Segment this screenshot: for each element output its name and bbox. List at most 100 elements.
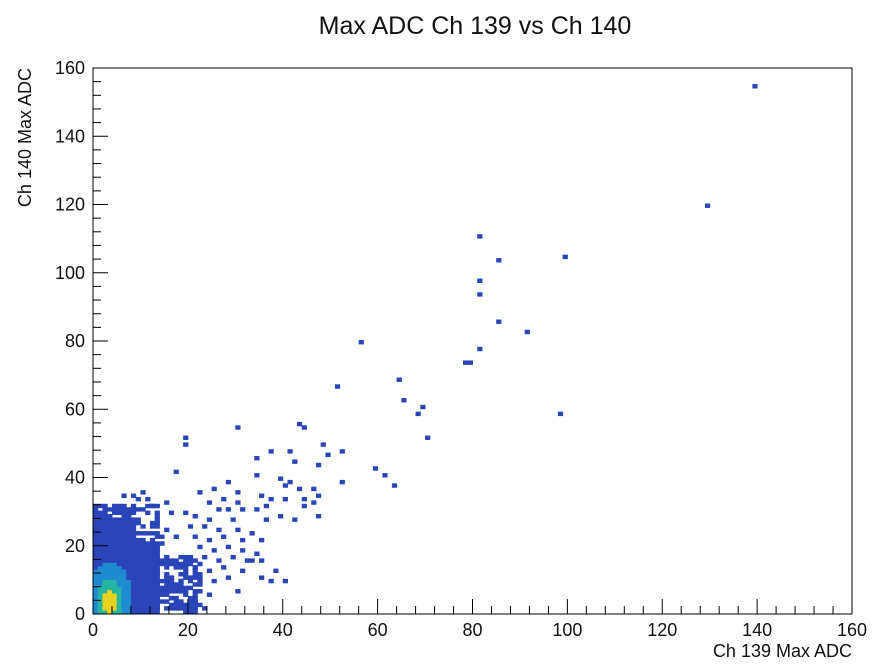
data-cell <box>164 561 170 567</box>
data-cell <box>149 572 156 577</box>
data-point <box>173 606 179 611</box>
data-cell <box>107 599 113 604</box>
data-cell <box>164 558 170 563</box>
data-cell <box>126 510 132 516</box>
data-cell <box>111 582 118 587</box>
data-cell <box>183 602 189 608</box>
x-tick-label: 100 <box>552 620 582 640</box>
data-cell <box>140 507 146 512</box>
data-cell <box>121 537 127 543</box>
data-point <box>396 377 402 382</box>
data-cell <box>149 537 156 543</box>
data-cell <box>135 548 141 553</box>
data-cell <box>111 558 118 563</box>
data-point <box>206 500 213 505</box>
data-cell <box>154 534 160 539</box>
data-cell <box>130 575 137 580</box>
data-cell <box>192 606 198 611</box>
data-point <box>145 496 151 502</box>
data-cell <box>168 602 175 608</box>
data-cell <box>107 551 113 556</box>
data-cell <box>126 578 132 584</box>
data-cell <box>126 602 132 608</box>
data-cell <box>130 585 137 591</box>
data-cell <box>107 537 113 543</box>
data-point <box>235 589 241 594</box>
data-cell <box>154 595 160 601</box>
data-cell <box>121 534 127 539</box>
data-cell <box>126 520 132 526</box>
data-cell <box>97 503 103 509</box>
data-cell <box>192 592 198 597</box>
data-cell <box>126 527 132 533</box>
data-point <box>339 449 345 454</box>
data-cell <box>102 527 108 533</box>
data-cell <box>178 582 184 587</box>
data-cell <box>159 599 165 604</box>
data-cell <box>102 582 108 587</box>
data-point <box>164 500 170 505</box>
data-point <box>315 514 322 519</box>
data-cell <box>145 582 151 587</box>
data-cell <box>107 544 113 550</box>
data-cell <box>102 595 108 601</box>
data-cell <box>93 589 99 594</box>
data-cell <box>183 575 189 580</box>
data-point <box>149 561 156 567</box>
data-cell <box>154 599 160 604</box>
data-cell <box>111 527 118 533</box>
data-cell <box>111 520 118 526</box>
data-cell <box>135 595 141 601</box>
data-cell <box>97 548 103 553</box>
data-cell <box>154 572 160 577</box>
data-cell <box>154 582 160 587</box>
data-cell <box>102 541 108 546</box>
data-point <box>325 452 331 458</box>
data-cell <box>121 527 127 533</box>
data-cell <box>102 544 108 550</box>
data-cell <box>159 589 165 594</box>
data-cell <box>197 602 203 608</box>
data-cell <box>97 551 103 556</box>
data-cell <box>93 582 99 587</box>
data-cell <box>93 541 99 546</box>
data-cell <box>93 537 99 543</box>
data-cell <box>116 531 122 536</box>
data-cell <box>145 548 151 553</box>
y-axis-label: Ch 140 Max ADC <box>15 68 35 207</box>
data-cell <box>116 548 122 553</box>
data-cell <box>154 602 160 608</box>
plot-frame <box>92 67 853 615</box>
data-cell <box>126 537 132 543</box>
data-cell <box>164 599 170 604</box>
data-point <box>206 517 213 522</box>
data-cell <box>93 595 99 601</box>
data-cell <box>102 558 108 563</box>
data-point <box>268 578 274 584</box>
data-cell <box>140 595 146 601</box>
data-cell <box>93 520 99 526</box>
data-cell <box>97 510 103 516</box>
data-cell <box>107 527 113 533</box>
data-cell <box>135 537 141 543</box>
y-tick-label: 60 <box>65 399 85 419</box>
data-cell <box>149 578 156 584</box>
data-cell <box>102 575 108 580</box>
data-cell <box>97 582 103 587</box>
data-cell <box>130 606 137 611</box>
data-cell <box>97 606 103 611</box>
data-cell <box>183 558 189 563</box>
x-tick-label: 120 <box>647 620 677 640</box>
data-cell <box>145 510 151 516</box>
data-cell <box>187 599 194 604</box>
data-cell <box>102 510 108 516</box>
data-cell <box>145 606 151 611</box>
data-cell <box>173 558 179 563</box>
data-cell <box>111 531 118 536</box>
x-axis-ticks: 0 20 40 60 80 100 120 140 160 <box>88 599 867 640</box>
data-cell <box>93 554 99 560</box>
data-cell <box>121 565 127 570</box>
data-point <box>524 329 530 335</box>
data-point <box>197 578 203 584</box>
data-cell <box>97 554 103 560</box>
